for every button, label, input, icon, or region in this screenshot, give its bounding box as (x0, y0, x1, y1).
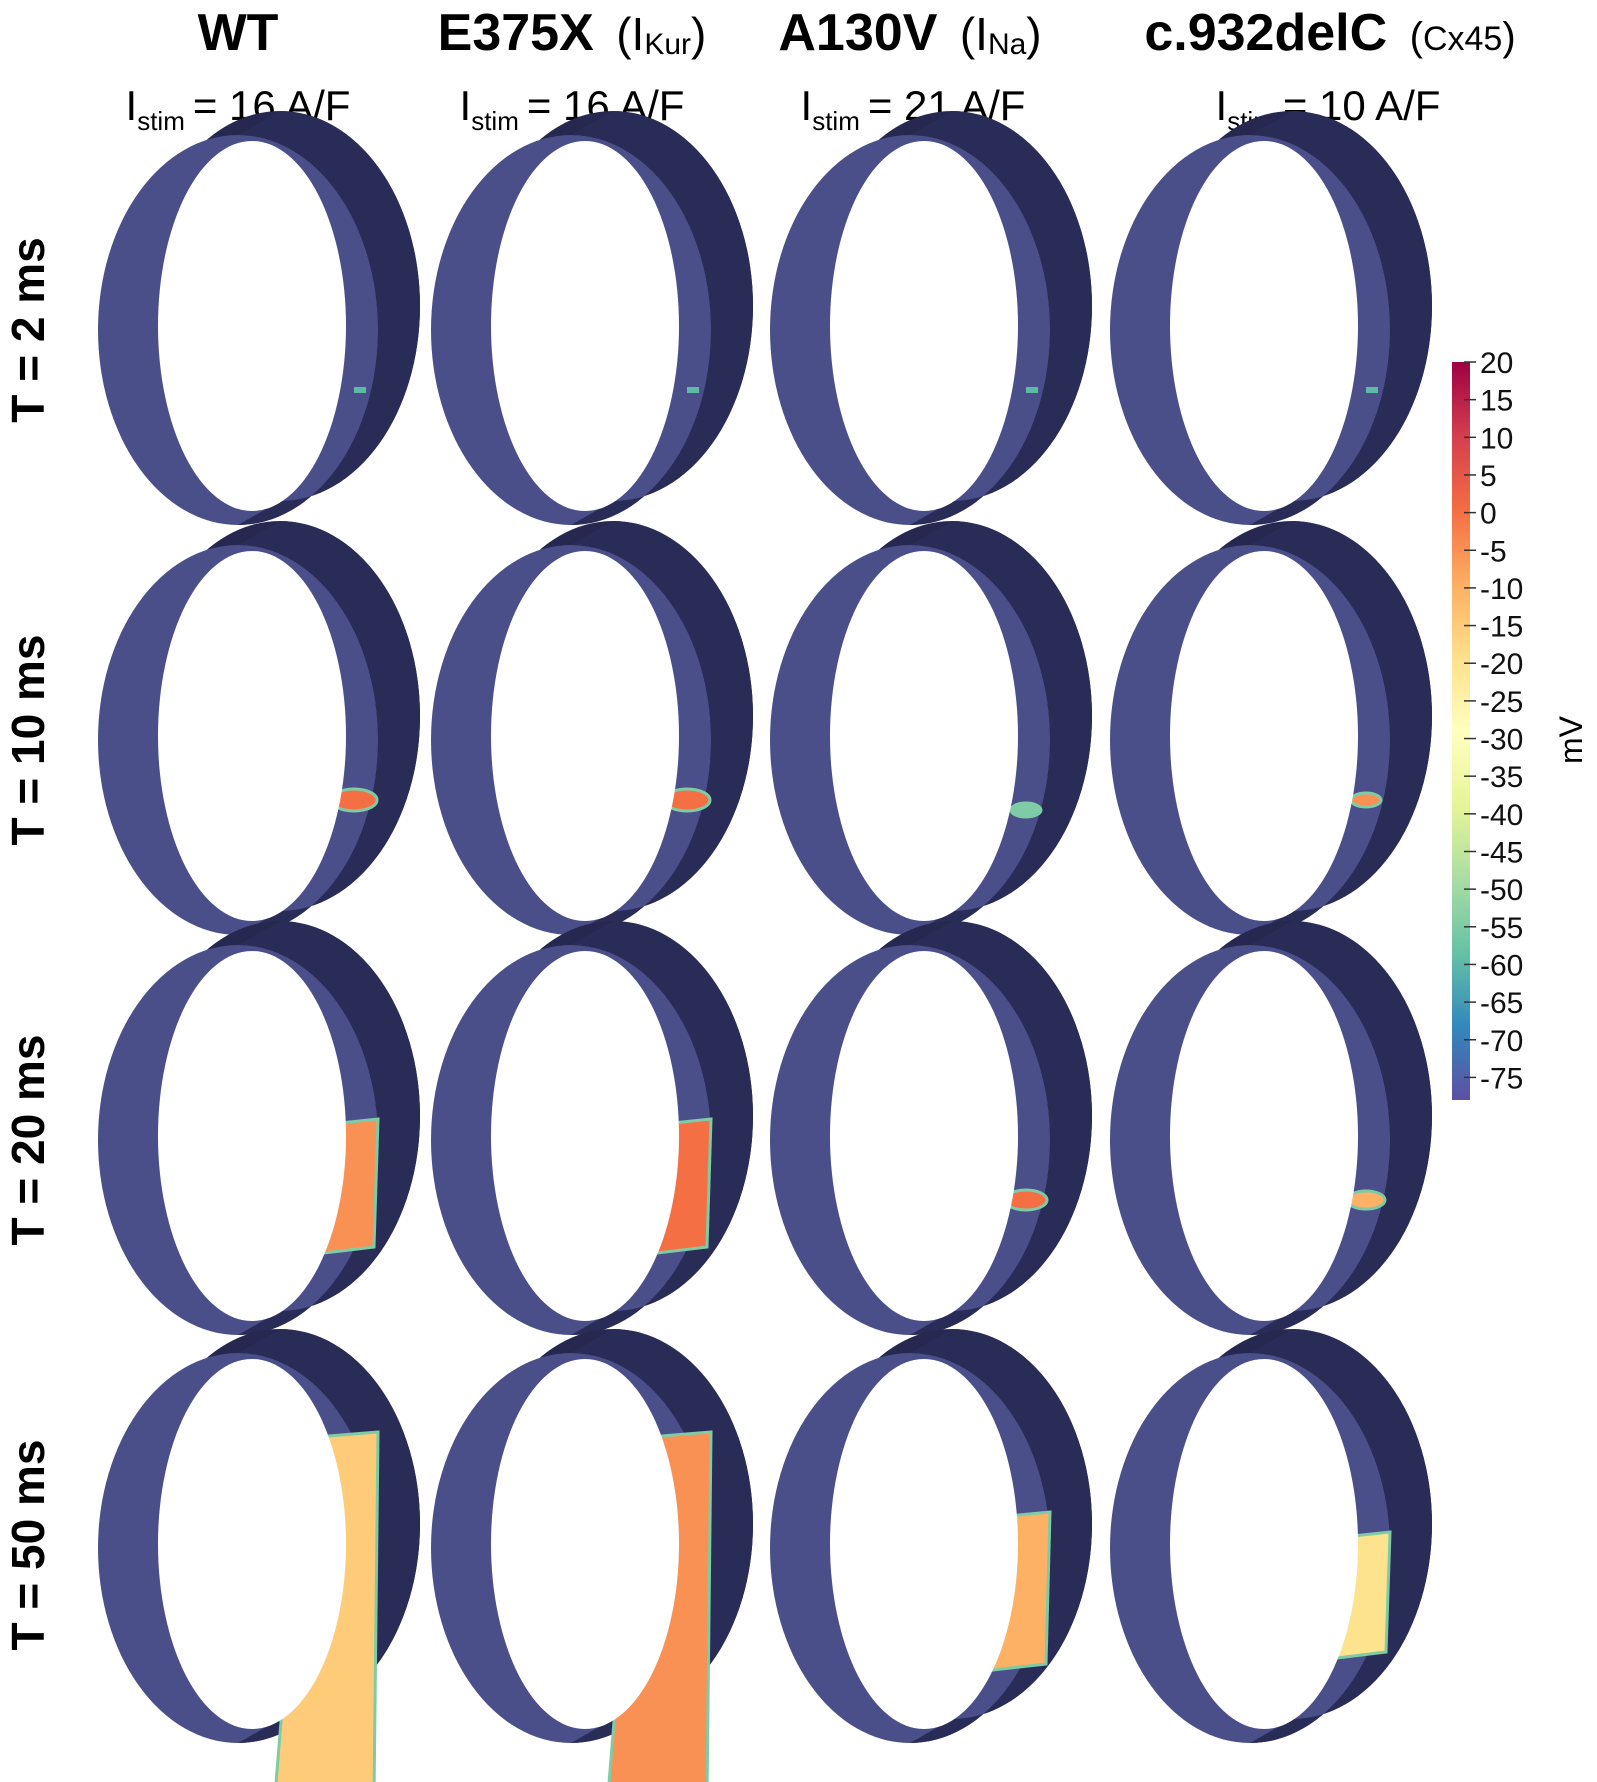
colorbar: 20 15 10 5 0 -5 -10 -15 -20 -25 -30 -35 -40 -45 -50 -55… (1452, 347, 1589, 1100)
column-title-wt: WT (198, 4, 279, 62)
colorbar-tick-label: -50 (1480, 874, 1523, 907)
ring-panel (431, 521, 753, 935)
ring-grid (98, 111, 1432, 1782)
ring-hollow (830, 1359, 1018, 1729)
colorbar-tick-label: -55 (1480, 912, 1523, 945)
colorbar-tick-label: -65 (1480, 987, 1523, 1020)
ring-hollow (1170, 1359, 1358, 1729)
colorbar-tick-label: -20 (1480, 648, 1523, 681)
ring-panel (98, 521, 420, 935)
ring-side-wall (910, 921, 1092, 1335)
ring-panel (1110, 921, 1432, 1335)
colorbar-tick-label: -75 (1480, 1062, 1523, 1095)
activation-patch (1349, 791, 1383, 809)
row-labels: T = 2 ms T = 10 ms T = 20 ms T = 50 ms (2, 237, 54, 1650)
colorbar-gradient (1452, 362, 1470, 1100)
colorbar-tick-label: -40 (1480, 799, 1523, 832)
ring-hollow (491, 1359, 679, 1729)
ring-panel (98, 111, 420, 525)
colorbar-tick-label: 5 (1480, 460, 1497, 493)
ring-hollow (1170, 551, 1358, 921)
column-title-c932delc: c.932delC (Cx45) (1144, 4, 1515, 62)
ring-hollow (491, 551, 679, 921)
colorbar-tick-label: -70 (1480, 1025, 1523, 1058)
colorbar-tick-label: 15 (1480, 385, 1513, 418)
ring-panel (98, 1329, 420, 1782)
ring-side-wall (571, 111, 753, 525)
column-title-a130v: A130V (INa) (778, 4, 1041, 62)
colorbar-tick-label: -25 (1480, 686, 1523, 719)
ring-hollow (491, 141, 679, 511)
ring-hollow (830, 951, 1018, 1321)
activation-patch (687, 387, 699, 393)
ring-panel (431, 921, 753, 1335)
ring-hollow (158, 951, 346, 1321)
ring-panel (1110, 521, 1432, 935)
ring-hollow (158, 551, 346, 921)
ring-hollow (158, 1359, 346, 1729)
activation-patch (1026, 387, 1038, 393)
colorbar-ticks: 20 15 10 5 0 -5 -10 -15 -20 -25 -30 -35 -40 -45 -50 -55… (1464, 347, 1523, 1095)
ring-side-wall (571, 521, 753, 935)
ring-panel (770, 111, 1092, 525)
colorbar-tick-label: -15 (1480, 611, 1523, 644)
ring-panel (770, 921, 1092, 1335)
ring-hollow (1170, 951, 1358, 1321)
colorbar-tick-label: -60 (1480, 949, 1523, 982)
ring-hollow (830, 551, 1018, 921)
colorbar-tick-label: 20 (1480, 347, 1513, 380)
colorbar-tick-label: -35 (1480, 761, 1523, 794)
ring-side-wall (1250, 111, 1432, 525)
ring-panel (98, 921, 420, 1335)
row-label-t10: T = 10 ms (2, 635, 54, 846)
colorbar-tick-label: 10 (1480, 422, 1513, 455)
activation-patch (1366, 387, 1378, 393)
ring-hollow (158, 141, 346, 511)
ring-panel (1110, 111, 1432, 525)
ring-side-wall (1250, 921, 1432, 1335)
ring-panel (770, 1329, 1092, 1743)
colorbar-tick-label: 0 (1480, 498, 1497, 531)
row-label-t20: T = 20 ms (2, 1035, 54, 1246)
ring-side-wall (910, 521, 1092, 935)
ring-side-wall (910, 111, 1092, 525)
ring-panel (1110, 1329, 1432, 1743)
ring-panel (770, 521, 1092, 935)
column-title-e375x: E375X (IKur) (438, 4, 707, 62)
row-label-t2: T = 2 ms (2, 237, 54, 422)
ring-side-wall (238, 111, 420, 525)
ring-panel (431, 111, 753, 525)
ring-side-wall (1250, 521, 1432, 935)
ring-panel (431, 1329, 753, 1782)
activation-patch (1009, 801, 1043, 819)
colorbar-tick-label: -30 (1480, 724, 1523, 757)
activation-patch (354, 387, 366, 393)
colorbar-tick-label: -5 (1480, 535, 1507, 568)
ring-side-wall (238, 521, 420, 935)
ring-hollow (1170, 141, 1358, 511)
ring-hollow (830, 141, 1018, 511)
row-label-t50: T = 50 ms (2, 1440, 54, 1651)
ring-hollow (491, 951, 679, 1321)
colorbar-unit-label: mV (1553, 715, 1589, 764)
colorbar-tick-label: -10 (1480, 573, 1523, 606)
colorbar-tick-label: -45 (1480, 836, 1523, 869)
